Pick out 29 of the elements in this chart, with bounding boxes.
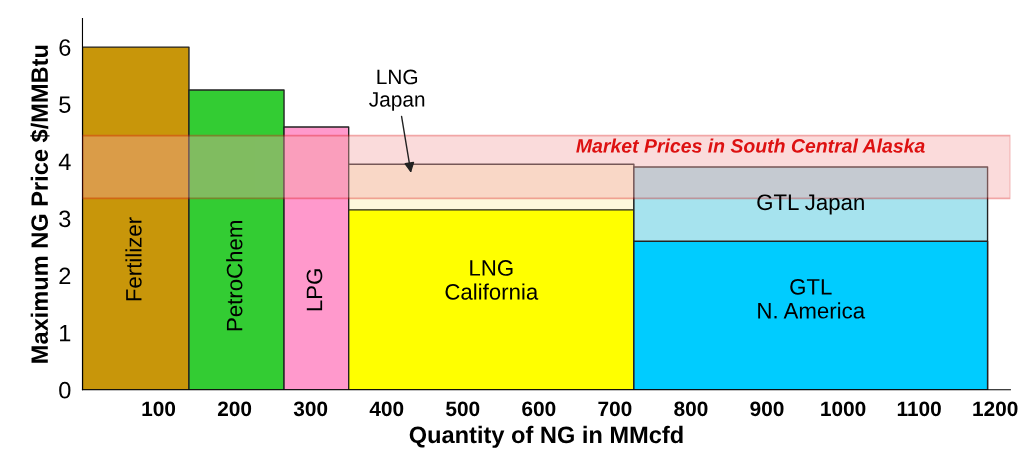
- series-label: PetroChem: [226, 221, 243, 331]
- x-tick-label: 1200: [973, 401, 1018, 417]
- series-label: LNG California: [445, 260, 539, 300]
- text: LNG Japan: [369, 69, 425, 111]
- y-axis-title: Maximum NG Price $/MMBtu: [30, 45, 50, 363]
- y-tick-label: 2: [59, 267, 71, 285]
- y-tick-label: 3: [59, 210, 71, 228]
- x-tick-label: 400: [369, 401, 404, 417]
- y-tick-label: 4: [58, 153, 71, 170]
- x-tick-label: 1100: [897, 401, 941, 417]
- series-label: GTL N. America: [758, 278, 866, 319]
- x-tick-label: 800: [674, 401, 708, 417]
- x-tick-label: 300: [293, 401, 328, 417]
- series-label: LPG: [306, 269, 323, 311]
- x-tick-label: 700: [598, 401, 632, 417]
- x-tick-label: 100: [142, 401, 176, 417]
- x-tick-label: 600: [522, 401, 556, 417]
- series-label: GTL Japan: [757, 194, 864, 215]
- y-tick-label: 1: [60, 324, 71, 342]
- x-tick-label: 1000: [821, 401, 866, 417]
- x-tick-label: 500: [446, 401, 480, 417]
- y-tick-label: 0: [59, 381, 71, 399]
- y-tick-label: 6: [59, 39, 71, 56]
- x-tick-label: 900: [750, 401, 784, 417]
- y-tick-label: 5: [59, 96, 71, 114]
- x-tick-label: 200: [217, 401, 252, 417]
- x-axis-title: Quantity of NG in MMcfd: [409, 425, 683, 448]
- band-label: Market Prices in South Central Alaska: [576, 138, 925, 153]
- series-label: Fertilizer: [125, 217, 142, 301]
